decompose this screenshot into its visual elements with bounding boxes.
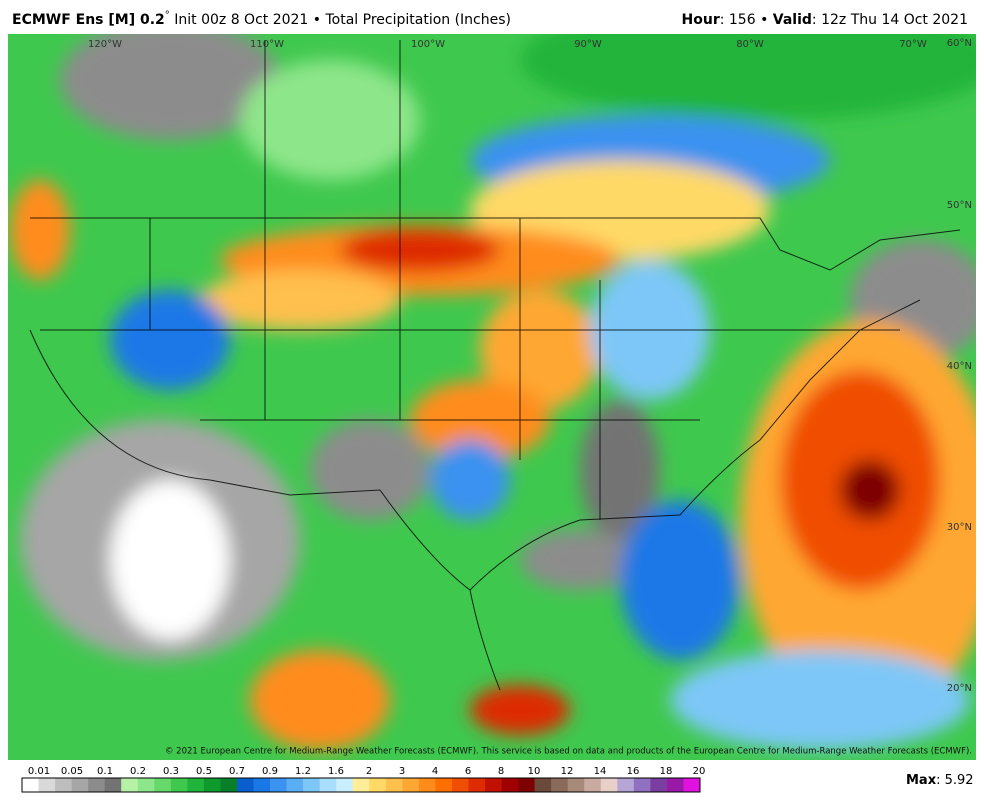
- lat-label: 40°N: [947, 361, 972, 372]
- lon-label: 100°W: [411, 39, 445, 50]
- valid-value: : 12z Thu 14 Oct 2021: [812, 12, 968, 28]
- degree: °: [165, 10, 170, 21]
- max-label: Max: [906, 773, 937, 788]
- colorbar-label: 1.6: [328, 766, 344, 777]
- colorbar-swatch: [683, 778, 701, 792]
- colorbar-label: 14: [594, 766, 607, 777]
- colorbar-swatch: [137, 778, 155, 792]
- colorbar-label: 0.7: [229, 766, 245, 777]
- header-left: ECMWF Ens [M] 0.2° Init 00z 8 Oct 2021 •…: [12, 10, 511, 28]
- lon-label: 120°W: [88, 39, 122, 50]
- colorbar-swatch: [501, 778, 519, 792]
- colorbar-label: 0.9: [262, 766, 278, 777]
- colorbar-swatch: [55, 778, 72, 792]
- lon-label: 80°W: [736, 39, 764, 50]
- colorbar-label: 0.5: [196, 766, 212, 777]
- colorbar-swatch: [551, 778, 569, 792]
- max-value: : 5.92: [936, 773, 973, 788]
- colorbar-swatch: [600, 778, 618, 792]
- colorbar-swatch: [650, 778, 668, 792]
- colorbar-label: 1.2: [295, 766, 311, 777]
- colorbar-swatch: [352, 778, 370, 792]
- init: Init 00z 8 Oct 2021 • Total Precipitatio…: [170, 12, 511, 28]
- colorbar-label: 0.2: [130, 766, 146, 777]
- colorbar-label: 10: [528, 766, 541, 777]
- colorbar-swatch: [71, 778, 89, 792]
- lon-label: 110°W: [250, 39, 284, 50]
- colorbar-swatch: [418, 778, 436, 792]
- colorbar-swatch: [369, 778, 387, 792]
- colorbar-swatch: [666, 778, 684, 792]
- copyright: © 2021 European Centre for Medium-Range …: [165, 747, 972, 757]
- colorbar-label: 18: [660, 766, 673, 777]
- colorbar-label: 16: [627, 766, 640, 777]
- header-right: Hour: 156 • Valid: 12z Thu 14 Oct 2021: [682, 12, 968, 28]
- colorbar-swatch: [170, 778, 188, 792]
- lat-label: 50°N: [947, 200, 972, 211]
- lat-label: 60°N: [947, 38, 972, 49]
- colorbar-swatch: [236, 778, 254, 792]
- model: ECMWF Ens [M] 0.2: [12, 12, 165, 28]
- colorbar-swatch: [286, 778, 304, 792]
- colorbar-swatch: [154, 778, 172, 792]
- colorbar-swatch: [451, 778, 469, 792]
- colorbar-swatch: [518, 778, 535, 792]
- lon-label: 70°W: [899, 39, 927, 50]
- colorbar-swatch: [584, 778, 602, 792]
- colorbar-swatch: [270, 778, 287, 792]
- colorbar-label: 20: [693, 766, 706, 777]
- colorbar-label: 0.01: [28, 766, 50, 777]
- colorbar-swatch: [303, 778, 320, 792]
- colorbar-swatch: [633, 778, 651, 792]
- colorbar-swatch: [485, 778, 502, 792]
- colorbar-swatch: [88, 778, 105, 792]
- colorbar-swatch: [38, 778, 56, 792]
- colorbar-swatch: [617, 778, 635, 792]
- colorbar-swatch: [187, 778, 205, 792]
- colorbar-swatch: [22, 778, 39, 792]
- colorbar-label: 0.1: [97, 766, 113, 777]
- colorbar-label: 3: [399, 766, 405, 777]
- colorbar-label: 4: [432, 766, 438, 777]
- colorbar-label: 2: [366, 766, 372, 777]
- colorbar-swatch: [385, 778, 403, 792]
- colorbar-label: 12: [561, 766, 574, 777]
- colorbar-frame: [21, 777, 701, 793]
- colorbar-swatch: [253, 778, 271, 792]
- valid-label: Valid: [773, 12, 812, 28]
- lat-label: 20°N: [947, 683, 972, 694]
- colorbar-swatch: [402, 778, 420, 792]
- colorbar-swatch: [104, 778, 122, 792]
- colorbar: 0.01 0.05 0.1 0.2 0.3 0.5 0.7 0.9 1.2 1.6 2 3 4 6 8 10 1…: [21, 766, 706, 793]
- colorbar-swatch: [567, 778, 585, 792]
- graticule-labels: 120°W 110°W 100°W 90°W 80°W 70°W 60°N 50°N 40°N 3…: [88, 38, 972, 694]
- lon-label: 90°W: [574, 39, 602, 50]
- hour-value: : 156 •: [720, 12, 773, 28]
- colorbar-label: 6: [465, 766, 471, 777]
- hour-label: Hour: [682, 12, 720, 28]
- colorbar-swatch: [319, 778, 337, 792]
- colorbar-swatch: [220, 778, 238, 792]
- colorbar-label: 8: [498, 766, 504, 777]
- colorbar-swatch: [435, 778, 453, 792]
- colorbar-swatch: [336, 778, 354, 792]
- colorbar-swatch: [121, 778, 139, 792]
- colorbar-label: 0.3: [163, 766, 179, 777]
- colorbar-label: 0.05: [61, 766, 83, 777]
- colorbar-swatch: [534, 778, 552, 792]
- max: Max: 5.92: [906, 773, 974, 788]
- lat-label: 30°N: [947, 522, 972, 533]
- colorbar-swatch: [468, 778, 486, 792]
- map: [8, 34, 976, 760]
- colorbar-swatch: [203, 778, 221, 792]
